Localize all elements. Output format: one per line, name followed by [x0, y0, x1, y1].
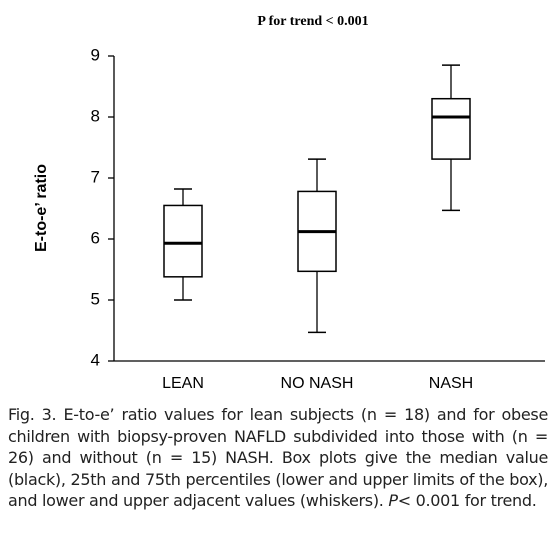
caption-text: Fig. 3. E-to-e’ ratio values for lean su… [8, 405, 548, 510]
y-tick-label: 5 [91, 289, 100, 308]
y-tick-label: 6 [91, 228, 100, 247]
chart: P for trend < 0.001 E-to-e’ ratio 4 5 6 7 8 9… [33, 14, 545, 392]
y-tick-label: 8 [91, 106, 100, 125]
chart-title: P for trend < 0.001 [257, 14, 368, 29]
x-tick-label: NO NASH [281, 375, 354, 392]
y-tick-label: 7 [91, 167, 100, 186]
y-tick-label: 4 [91, 350, 100, 369]
x-tick-label: NASH [429, 375, 473, 392]
box [431, 97, 471, 160]
y-tick-label: 9 [91, 45, 100, 64]
caption-end: < 0.001 for trend. [397, 491, 537, 510]
box [163, 204, 203, 278]
y-axis-label: E-to-e’ ratio [33, 164, 50, 252]
x-tick-label: LEAN [162, 375, 204, 392]
caption: Fig. 3. E-to-e’ ratio values for lean su… [8, 404, 548, 512]
caption-p: P [388, 491, 398, 510]
